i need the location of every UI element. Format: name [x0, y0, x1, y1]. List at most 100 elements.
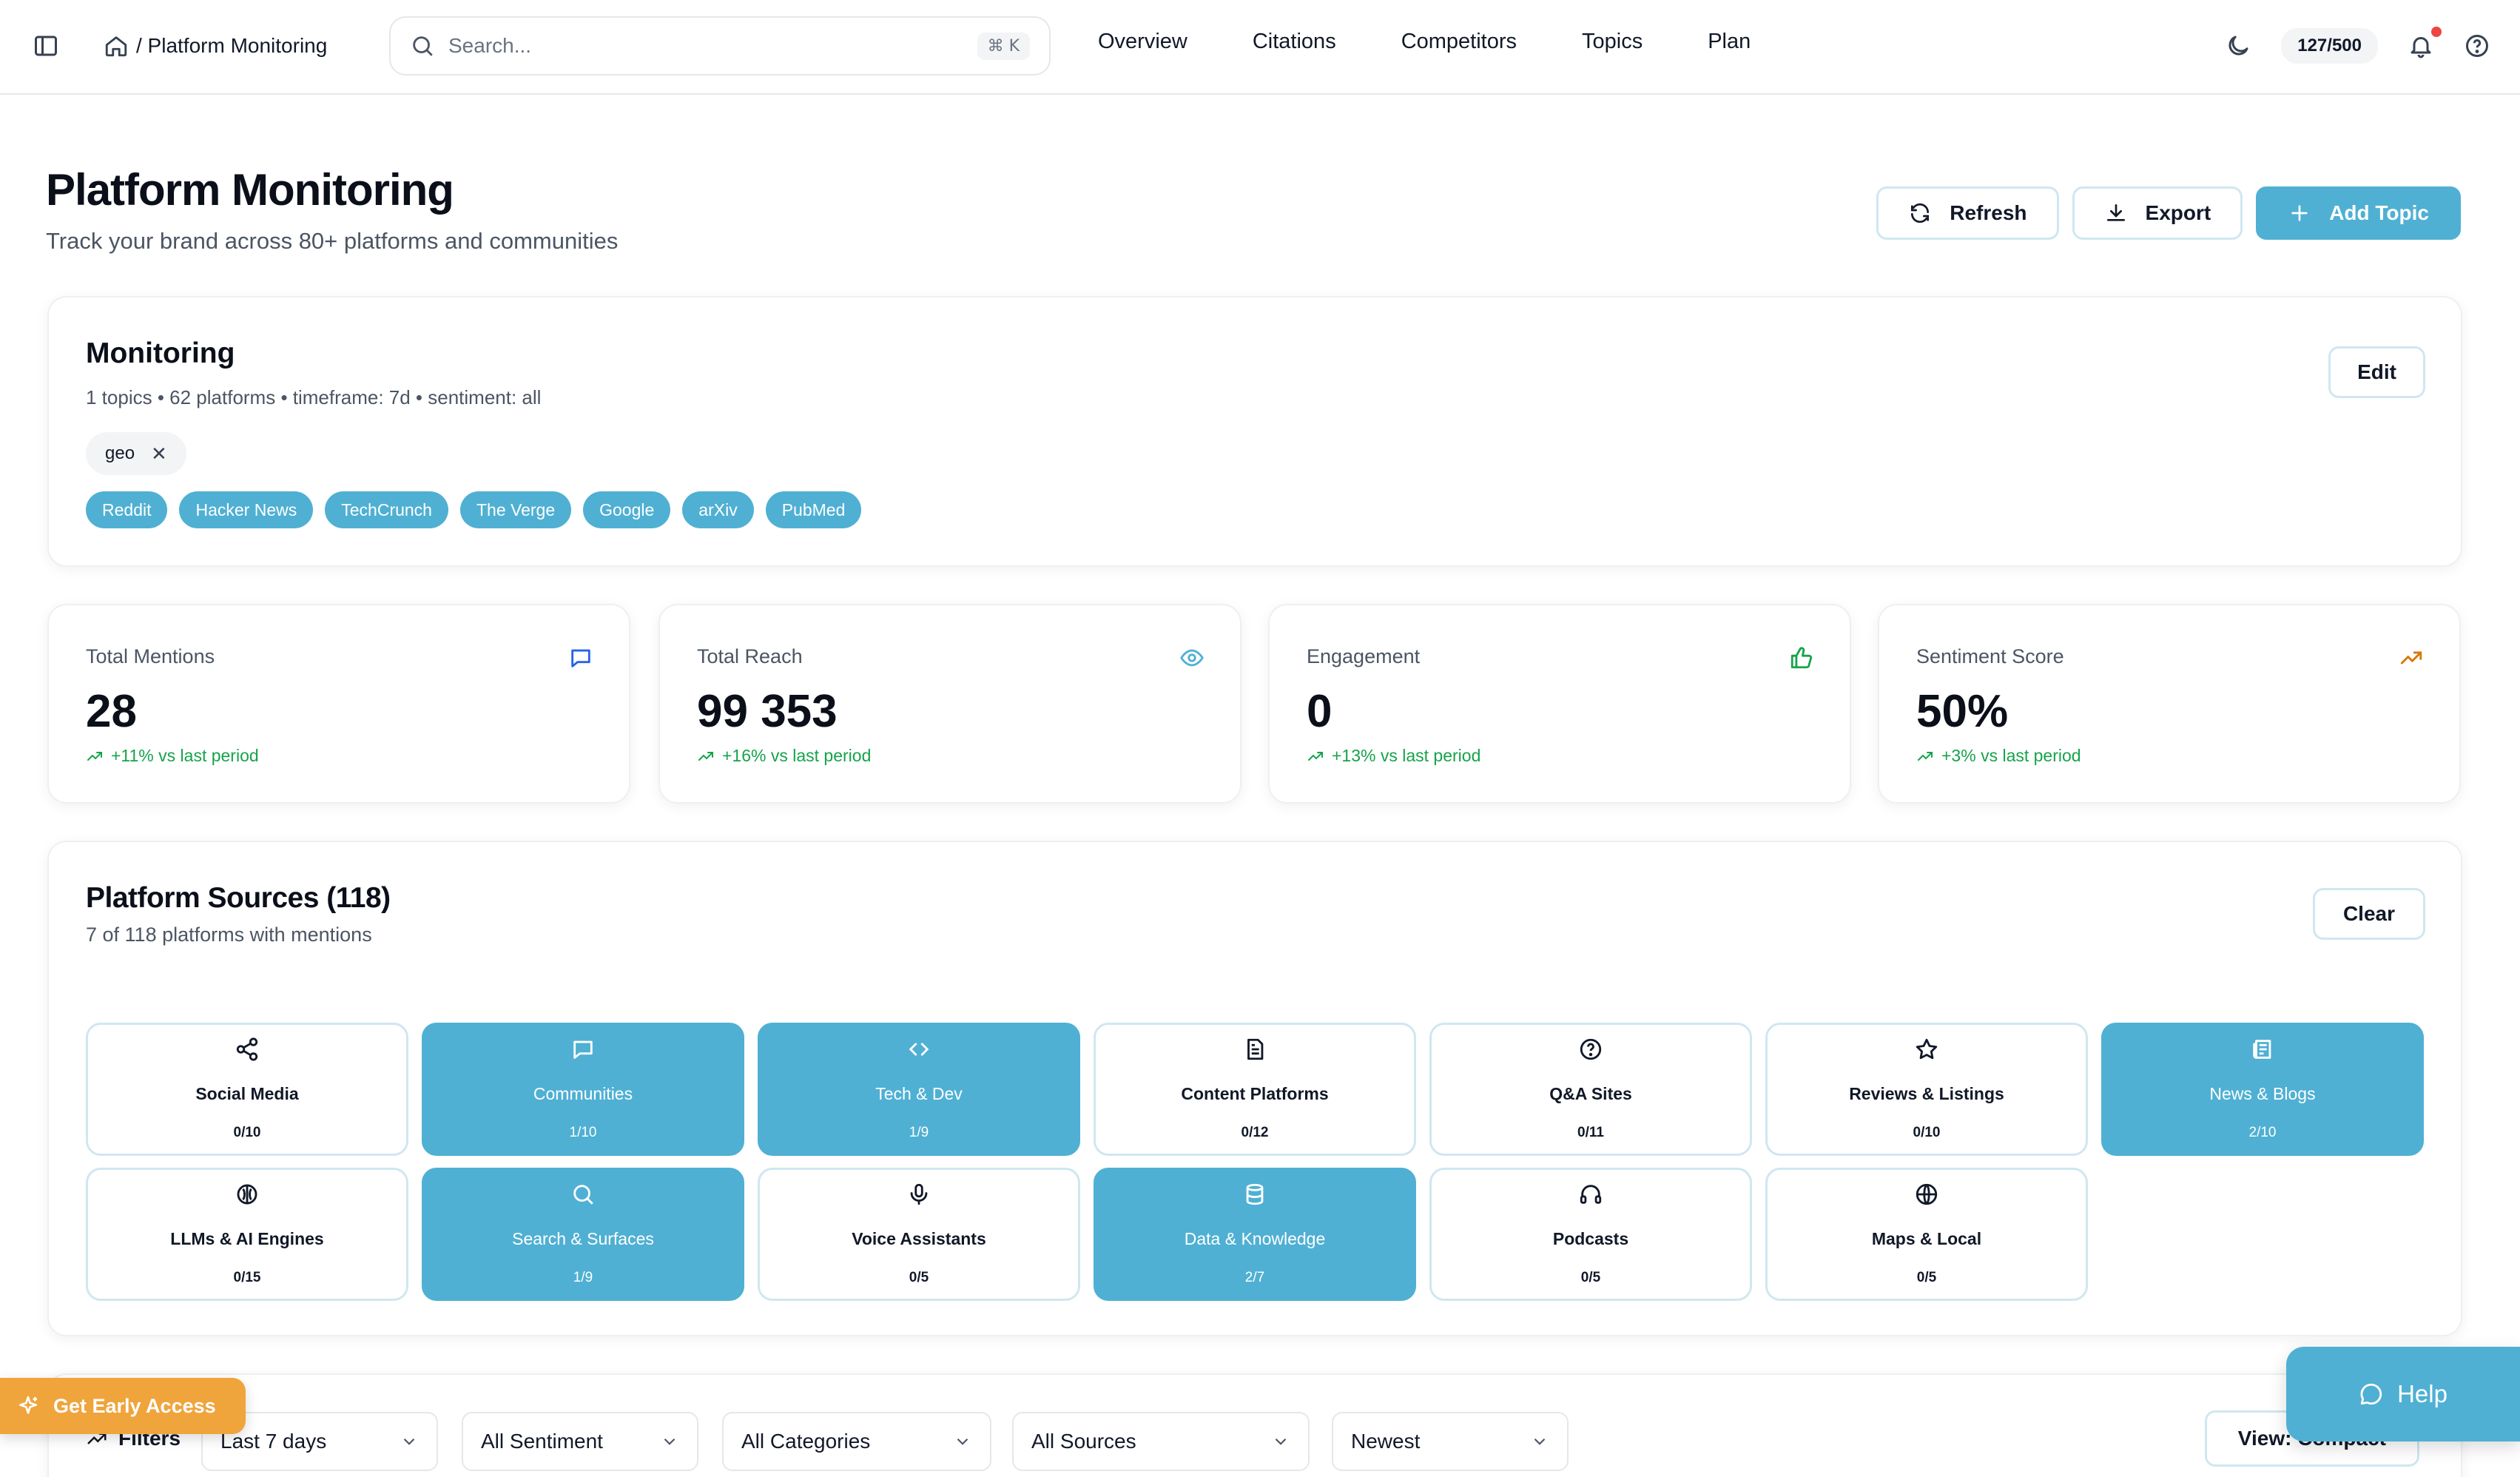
stat-card-sentiment: Sentiment Score 50% +3% vs last period [1878, 604, 2461, 804]
category-tile-social-media[interactable]: Social Media 0/10 [86, 1023, 408, 1156]
category-count: 0/11 [1577, 1125, 1604, 1140]
platform-tags: Reddit Hacker News TechCrunch The Verge … [86, 491, 862, 528]
stat-label: Total Mentions [86, 645, 215, 667]
sparkle-icon [19, 1396, 37, 1414]
plus-icon [2291, 205, 2308, 221]
add-topic-button[interactable]: Add Topic [2256, 186, 2461, 240]
chevron-down-icon [957, 1438, 968, 1445]
category-tile-qa-sites[interactable]: Q&A Sites 0/11 [1429, 1023, 1752, 1156]
platform-tag[interactable]: arXiv [682, 491, 754, 528]
platform-tag[interactable]: Google [583, 491, 671, 528]
stat-value: 28 [86, 686, 137, 737]
category-tile-maps-local[interactable]: Maps & Local 0/5 [1765, 1168, 2088, 1301]
stat-card-engagement: Engagement 0 +13% vs last period [1268, 604, 1851, 804]
search-input[interactable] [448, 34, 977, 58]
document-icon [1242, 1037, 1267, 1062]
header-actions: Refresh Export Add Topic [1876, 186, 2461, 240]
database-icon [1242, 1182, 1267, 1207]
stat-label: Sentiment Score [1916, 645, 2064, 667]
ai-brain-icon [235, 1182, 260, 1207]
usage-quota: 127/500 [2281, 28, 2378, 64]
category-name: Communities [533, 1084, 633, 1103]
monitoring-card: Monitoring 1 topics • 62 platforms • tim… [47, 296, 2462, 567]
platform-tag[interactable]: TechCrunch [325, 491, 448, 528]
platform-tag[interactable]: Reddit [86, 491, 168, 528]
stat-delta: +16% vs last period [697, 746, 871, 766]
platform-tag[interactable]: The Verge [459, 491, 572, 528]
edit-button[interactable]: Edit [2328, 346, 2425, 398]
category-count: 0/10 [1913, 1125, 1941, 1140]
dark-mode-icon[interactable] [2225, 33, 2251, 59]
nav-competitors[interactable]: Competitors [1401, 30, 1517, 53]
topic-chip: geo ✕ [86, 432, 186, 475]
search-bar[interactable]: ⌘ K [389, 16, 1051, 75]
monitoring-meta: 1 topics • 62 platforms • timeframe: 7d … [86, 386, 542, 408]
sentiment-select[interactable]: All Sentiment [462, 1412, 698, 1471]
category-name: Content Platforms [1181, 1084, 1329, 1103]
early-access-button[interactable]: Get Early Access [0, 1378, 246, 1434]
trending-up-icon [1308, 751, 1323, 761]
share-icon [235, 1037, 260, 1062]
nav-plan[interactable]: Plan [1708, 30, 1751, 53]
category-select[interactable]: All Categories [722, 1412, 991, 1471]
notifications-icon[interactable] [2408, 27, 2442, 59]
timeframe-value: Last 7 days [220, 1430, 327, 1453]
sentiment-value: All Sentiment [481, 1430, 603, 1453]
stat-delta-text: +3% vs last period [1941, 746, 2081, 765]
breadcrumb-label: / Platform Monitoring [136, 34, 328, 57]
help-label: Help [2397, 1380, 2447, 1407]
platform-sources-card: Platform Sources (118) 7 of 118 platform… [47, 841, 2462, 1336]
topic-chip-label: geo [105, 443, 135, 463]
filters-bar: Filters Last 7 days All Sentiment All Ca… [47, 1373, 2462, 1477]
category-tile-data-knowledge[interactable]: Data & Knowledge 2/7 [1094, 1168, 1416, 1301]
category-count: 0/5 [1916, 1270, 1937, 1285]
sidebar-toggle-icon[interactable] [33, 33, 59, 59]
category-tile-reviews-listings[interactable]: Reviews & Listings 0/10 [1765, 1023, 2088, 1156]
category-tile-content-platforms[interactable]: Content Platforms 0/12 [1094, 1023, 1416, 1156]
notification-badge [2431, 27, 2442, 37]
sort-value: Newest [1351, 1430, 1421, 1453]
platform-tag[interactable]: Hacker News [179, 491, 314, 528]
category-name: Search & Surfaces [512, 1229, 654, 1248]
remove-topic-icon[interactable]: ✕ [151, 442, 167, 465]
trending-up-icon [698, 751, 713, 761]
question-icon [1578, 1037, 1603, 1062]
eye-icon [1179, 645, 1205, 670]
category-tile-communities[interactable]: Communities 1/10 [422, 1023, 744, 1156]
download-icon [2106, 204, 2125, 221]
refresh-icon [1911, 203, 1930, 223]
export-label: Export [2145, 201, 2211, 224]
sources-meta: 7 of 118 platforms with mentions [86, 923, 372, 946]
help-button[interactable]: Help [2286, 1347, 2520, 1441]
home-icon[interactable] [104, 33, 129, 58]
main-nav: Overview Citations Competitors Topics Pl… [1098, 30, 1751, 54]
category-tile-voice-assistants[interactable]: Voice Assistants 0/5 [758, 1168, 1080, 1301]
stat-value: 50% [1916, 686, 2009, 737]
source-value: All Sources [1031, 1430, 1136, 1453]
refresh-button[interactable]: Refresh [1876, 186, 2059, 240]
category-count: 1/10 [569, 1125, 597, 1140]
export-button[interactable]: Export [2072, 186, 2243, 240]
source-select[interactable]: All Sources [1012, 1412, 1310, 1471]
stat-delta: +13% vs last period [1307, 746, 1480, 766]
category-name: Tech & Dev [875, 1084, 963, 1103]
category-tile-news-blogs[interactable]: News & Blogs 2/10 [2101, 1023, 2424, 1156]
category-count: 0/5 [1580, 1270, 1601, 1285]
category-tile-llms-ai[interactable]: LLMs & AI Engines 0/15 [86, 1168, 408, 1301]
nav-overview[interactable]: Overview [1098, 30, 1187, 53]
trending-up-icon [87, 751, 102, 761]
nav-citations[interactable]: Citations [1252, 30, 1336, 53]
stat-card-reach: Total Reach 99 353 +16% vs last period [658, 604, 1242, 804]
timeframe-select[interactable]: Last 7 days [201, 1412, 438, 1471]
category-tile-podcasts[interactable]: Podcasts 0/5 [1429, 1168, 1752, 1301]
search-shortcut: ⌘ K [977, 32, 1030, 60]
chevron-down-icon [1534, 1438, 1546, 1445]
category-tile-search-surfaces[interactable]: Search & Surfaces 1/9 [422, 1168, 744, 1301]
stat-delta: +3% vs last period [1916, 746, 2081, 766]
help-circle-icon[interactable] [2464, 33, 2490, 59]
nav-topics[interactable]: Topics [1582, 30, 1643, 53]
category-tile-tech-dev[interactable]: Tech & Dev 1/9 [758, 1023, 1080, 1156]
platform-tag[interactable]: PubMed [765, 491, 862, 528]
clear-button[interactable]: Clear [2312, 888, 2425, 940]
sort-select[interactable]: Newest [1332, 1412, 1569, 1471]
